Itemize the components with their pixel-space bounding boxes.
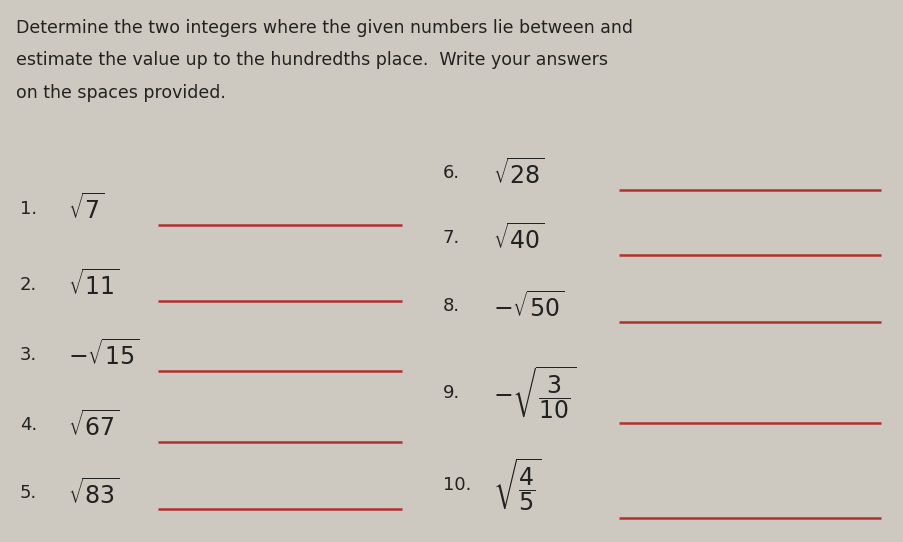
Text: estimate the value up to the hundredths place.  Write your answers: estimate the value up to the hundredths … (16, 51, 608, 69)
Text: 1.: 1. (20, 199, 37, 218)
Text: $-\sqrt{15}$: $-\sqrt{15}$ (68, 340, 139, 370)
Text: 5.: 5. (20, 484, 37, 502)
Text: 2.: 2. (20, 275, 37, 294)
Text: 9.: 9. (442, 384, 460, 402)
Text: 8.: 8. (442, 297, 460, 315)
Text: $-\sqrt{50}$: $-\sqrt{50}$ (492, 291, 563, 321)
Text: $\sqrt{28}$: $\sqrt{28}$ (492, 158, 544, 189)
Text: 6.: 6. (442, 164, 460, 183)
Text: $\sqrt{11}$: $\sqrt{11}$ (68, 269, 119, 300)
Text: 7.: 7. (442, 229, 460, 248)
Text: 3.: 3. (20, 346, 37, 364)
Text: 4.: 4. (20, 416, 37, 435)
Text: $\sqrt{40}$: $\sqrt{40}$ (492, 223, 544, 254)
Text: $\sqrt{7}$: $\sqrt{7}$ (68, 193, 105, 224)
Text: 10.: 10. (442, 476, 470, 494)
Text: $\sqrt{67}$: $\sqrt{67}$ (68, 410, 119, 441)
Text: Determine the two integers where the given numbers lie between and: Determine the two integers where the giv… (16, 19, 633, 37)
Text: $\sqrt{83}$: $\sqrt{83}$ (68, 478, 119, 508)
Text: on the spaces provided.: on the spaces provided. (16, 84, 226, 102)
Text: $-\sqrt{\dfrac{3}{10}}$: $-\sqrt{\dfrac{3}{10}}$ (492, 364, 575, 422)
Text: $\sqrt{\dfrac{4}{5}}$: $\sqrt{\dfrac{4}{5}}$ (492, 456, 541, 514)
